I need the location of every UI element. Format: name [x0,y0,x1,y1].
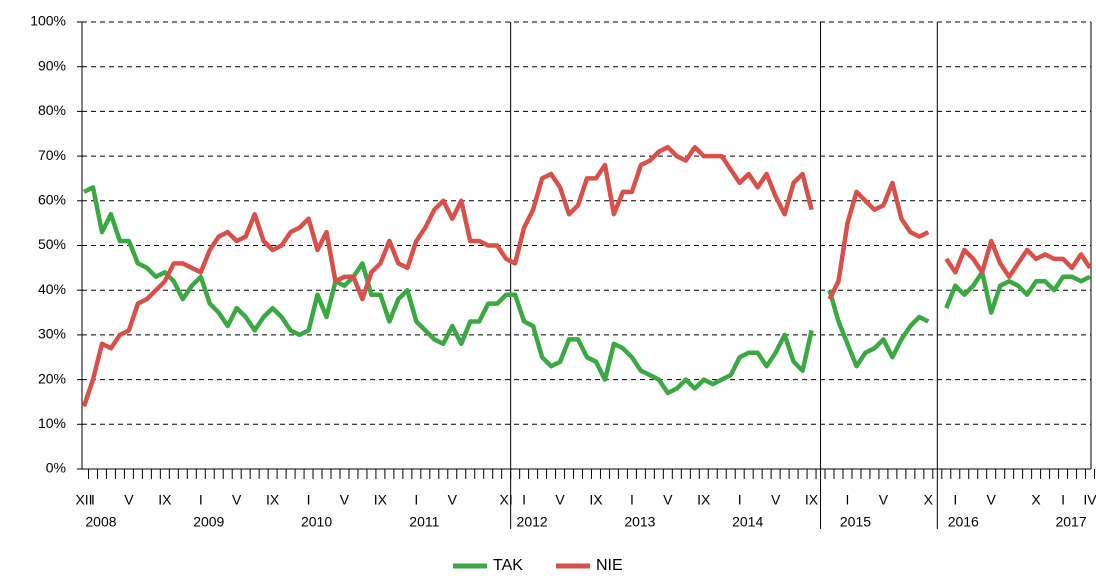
y-tick-label: 90% [38,57,66,73]
x-tick-label: IX [158,492,172,508]
y-tick-label: 70% [38,147,66,163]
year-label: 2016 [948,514,979,530]
x-tick-label: I [307,492,311,508]
x-tick-label: I [630,492,634,508]
y-tick-label: 30% [38,326,66,342]
x-tick-label: V [987,492,997,508]
x-tick-label: X [924,492,934,508]
legend-label: NIE [596,557,623,574]
x-tick-label: V [663,492,673,508]
y-tick-label: 20% [38,370,66,386]
x-tick-label: I [738,492,742,508]
y-tick-label: 40% [38,281,66,297]
y-tick-label: 10% [38,415,66,431]
year-label: 2010 [301,514,332,530]
year-label: 2008 [85,514,116,530]
x-tick-label: I [91,492,95,508]
x-tick-label: V [879,492,889,508]
year-label: 2012 [517,514,548,530]
year-label: 2014 [732,514,763,530]
y-tick-label: 60% [38,192,66,208]
x-tick-label: I [522,492,526,508]
x-tick-label: IX [589,492,603,508]
legend-label: TAK [493,557,523,574]
x-tick-label: V [771,492,781,508]
y-tick-label: 0% [46,460,66,476]
x-tick-label: V [448,492,458,508]
x-tick-label: I [846,492,850,508]
x-tick-label: X [1031,492,1041,508]
data-line [81,144,1092,408]
y-tick-label: 80% [38,102,66,118]
year-label: 2017 [1055,514,1086,530]
y-tick-label: 100% [30,13,66,29]
y-tick-label: 50% [38,236,66,252]
year-label: 2011 [409,514,439,530]
year-label: 2015 [840,514,871,530]
year-label: 2013 [624,514,655,530]
x-tick-label: XI [500,492,513,508]
data-line [82,185,1092,396]
x-tick-label: IX [697,492,711,508]
year-label: 2009 [193,514,224,530]
x-tick-label: I [199,492,203,508]
x-tick-label: V [232,492,242,508]
x-tick-label: IX [266,492,280,508]
x-tick-label: IV [1083,492,1096,508]
x-tick-label: IX [374,492,388,508]
x-tick-label: I [414,492,418,508]
x-tick-label: I [1061,492,1065,508]
x-tick-label: XII [75,492,92,508]
x-tick-label: V [555,492,565,508]
x-tick-label: V [340,492,350,508]
x-tick-label: IX [805,492,819,508]
x-tick-label: I [953,492,957,508]
x-tick-label: V [124,492,134,508]
